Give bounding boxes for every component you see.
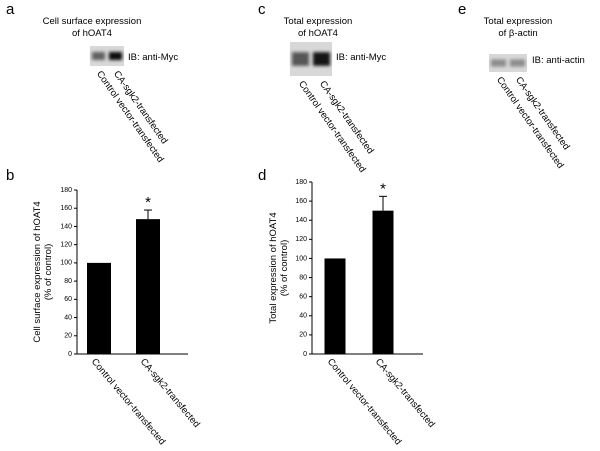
y-tick-label: 60 [299,294,307,301]
y-tick-label: 0 [68,351,72,358]
blot-title: Total expression [484,16,553,27]
blot-background [90,46,124,66]
y-tick-label: 140 [60,223,72,230]
y-tick-label: 40 [64,314,72,321]
y-tick-label: 100 [295,255,307,262]
significance-marker: * [380,180,386,197]
y-tick-label: 20 [64,333,72,340]
blot-band [491,59,506,67]
blot-title: of hOAT4 [72,28,112,39]
y-tick-label: 40 [299,313,307,320]
y-tick-label: 160 [295,198,307,205]
bar [324,258,346,354]
bar [136,219,160,354]
y-tick-label: 140 [295,217,307,224]
panel-letter: e [458,1,466,18]
blot-band [313,52,330,66]
y-tick-label: 120 [60,242,72,249]
blot-band [109,52,122,60]
blot-background [489,54,527,72]
antibody-label: IB: anti-actin [532,55,585,66]
blot-band [292,52,309,66]
y-tick-label: 100 [60,260,72,267]
antibody-label: IB: anti-Myc [336,52,386,63]
bar [372,210,394,354]
blot-band [510,59,525,67]
panel-letter: b [6,167,14,184]
panel-letter: a [6,1,15,18]
y-tick-label: 120 [295,236,307,243]
y-axis-label: (% of control) [279,240,290,297]
y-tick-label: 180 [60,187,72,194]
panel-letter: c [258,1,266,18]
blot-title: of β-actin [498,28,537,39]
blot-title: Cell surface expression [43,16,142,27]
blot-title: of hOAT4 [298,28,338,39]
y-axis-label: Cell surface expression of hOAT4 [32,201,43,342]
bar [87,262,111,354]
blot-band [92,52,105,60]
y-tick-label: 20 [299,332,307,339]
panel-letter: d [258,167,266,184]
y-tick-label: 60 [64,296,72,303]
y-tick-label: 80 [64,278,72,285]
significance-marker: * [145,194,151,211]
blot-title: Total expression [284,16,353,27]
y-tick-label: 180 [295,179,307,186]
y-tick-label: 160 [60,205,72,212]
y-axis-label: (% of control) [43,244,54,301]
y-tick-label: 80 [299,274,307,281]
y-tick-label: 0 [303,351,307,358]
y-axis-label: Total expression of hOAT4 [268,212,279,323]
antibody-label: IB: anti-Myc [128,52,178,63]
